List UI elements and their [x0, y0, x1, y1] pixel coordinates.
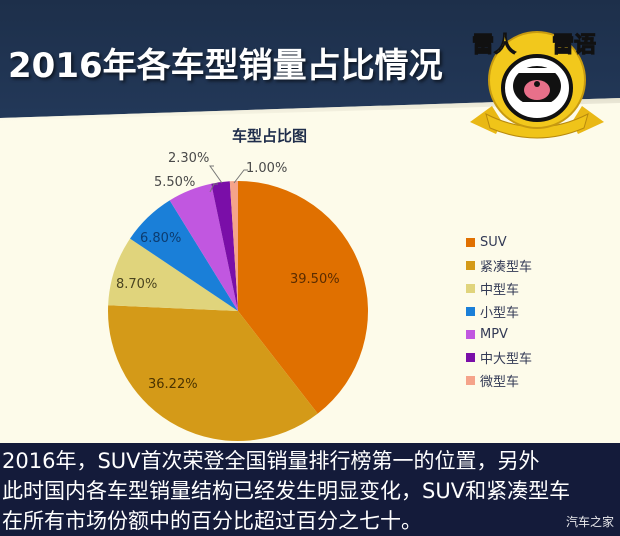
legend-item: 小型车 [466, 300, 532, 323]
pie-label-2: 8.70% [116, 277, 157, 292]
caption-line-1: 2016年，SUV首次荣登全国销量排行榜第一的位置，另外 [2, 449, 540, 473]
legend-swatch [466, 284, 475, 293]
caption-line-2: 此时国内各车型销量结构已经发生明显变化，SUV和紧凑型车 [2, 479, 571, 503]
legend-swatch [466, 261, 475, 270]
legend-label: 中大型车 [480, 352, 533, 367]
legend-item: 紧凑型车 [466, 254, 532, 277]
legend-label: SUV [480, 235, 507, 250]
pie-label-4: 5.50% [154, 175, 195, 190]
pie-slice-1 [108, 305, 318, 441]
pie-label-0: 39.50% [290, 272, 340, 287]
watermark: 汽车之家 [565, 515, 614, 529]
legend-item: SUV [466, 231, 532, 254]
caption-line-3: 在所有市场份额中的百分比超过百分之七十。 [2, 509, 422, 533]
page-title: 2016年各车型销量占比情况 [8, 46, 443, 86]
pie-label-3: 6.80% [140, 231, 181, 246]
pie-label-5: 2.30% [168, 151, 209, 166]
pie-slice-0 [238, 181, 369, 414]
legend-label: 微型车 [480, 375, 520, 390]
legend-item: 中型车 [466, 277, 532, 300]
chart-legend: SUV 紧凑型车中型车小型车 MPV 中大型车微型车 [466, 231, 532, 392]
legend-label: 紧凑型车 [480, 260, 533, 275]
legend-swatch [466, 238, 475, 247]
pie-label-6: 1.00% [246, 161, 287, 176]
legend-label: 小型车 [480, 306, 520, 321]
legend-item: 中大型车 [466, 346, 532, 369]
legend-label: 中型车 [480, 283, 520, 298]
legend-label: MPV [480, 327, 508, 342]
pie-slice-3 [130, 200, 238, 311]
pie-slice-5 [211, 181, 238, 311]
legend-swatch [466, 330, 475, 339]
pie-label-1: 36.22% [148, 377, 198, 392]
legend-swatch [466, 376, 475, 385]
pie-slice-2 [108, 238, 238, 311]
pie-slice-4 [169, 183, 238, 311]
chart-title: 车型占比图 [232, 127, 308, 145]
caption-band: 2016年，SUV首次荣登全国销量排行榜第一的位置，另外 此时国内各车型销量结构… [0, 443, 620, 536]
legend-item: 微型车 [466, 369, 532, 392]
svg-text:雷语: 雷语 [552, 33, 596, 58]
legend-item: MPV [466, 323, 532, 346]
screaming-face-badge-icon: 雷人 雷语 [470, 31, 604, 139]
svg-text:雷人: 雷人 [472, 33, 516, 58]
legend-swatch [466, 353, 475, 362]
legend-swatch [466, 307, 475, 316]
pie-slice-6 [229, 181, 238, 311]
